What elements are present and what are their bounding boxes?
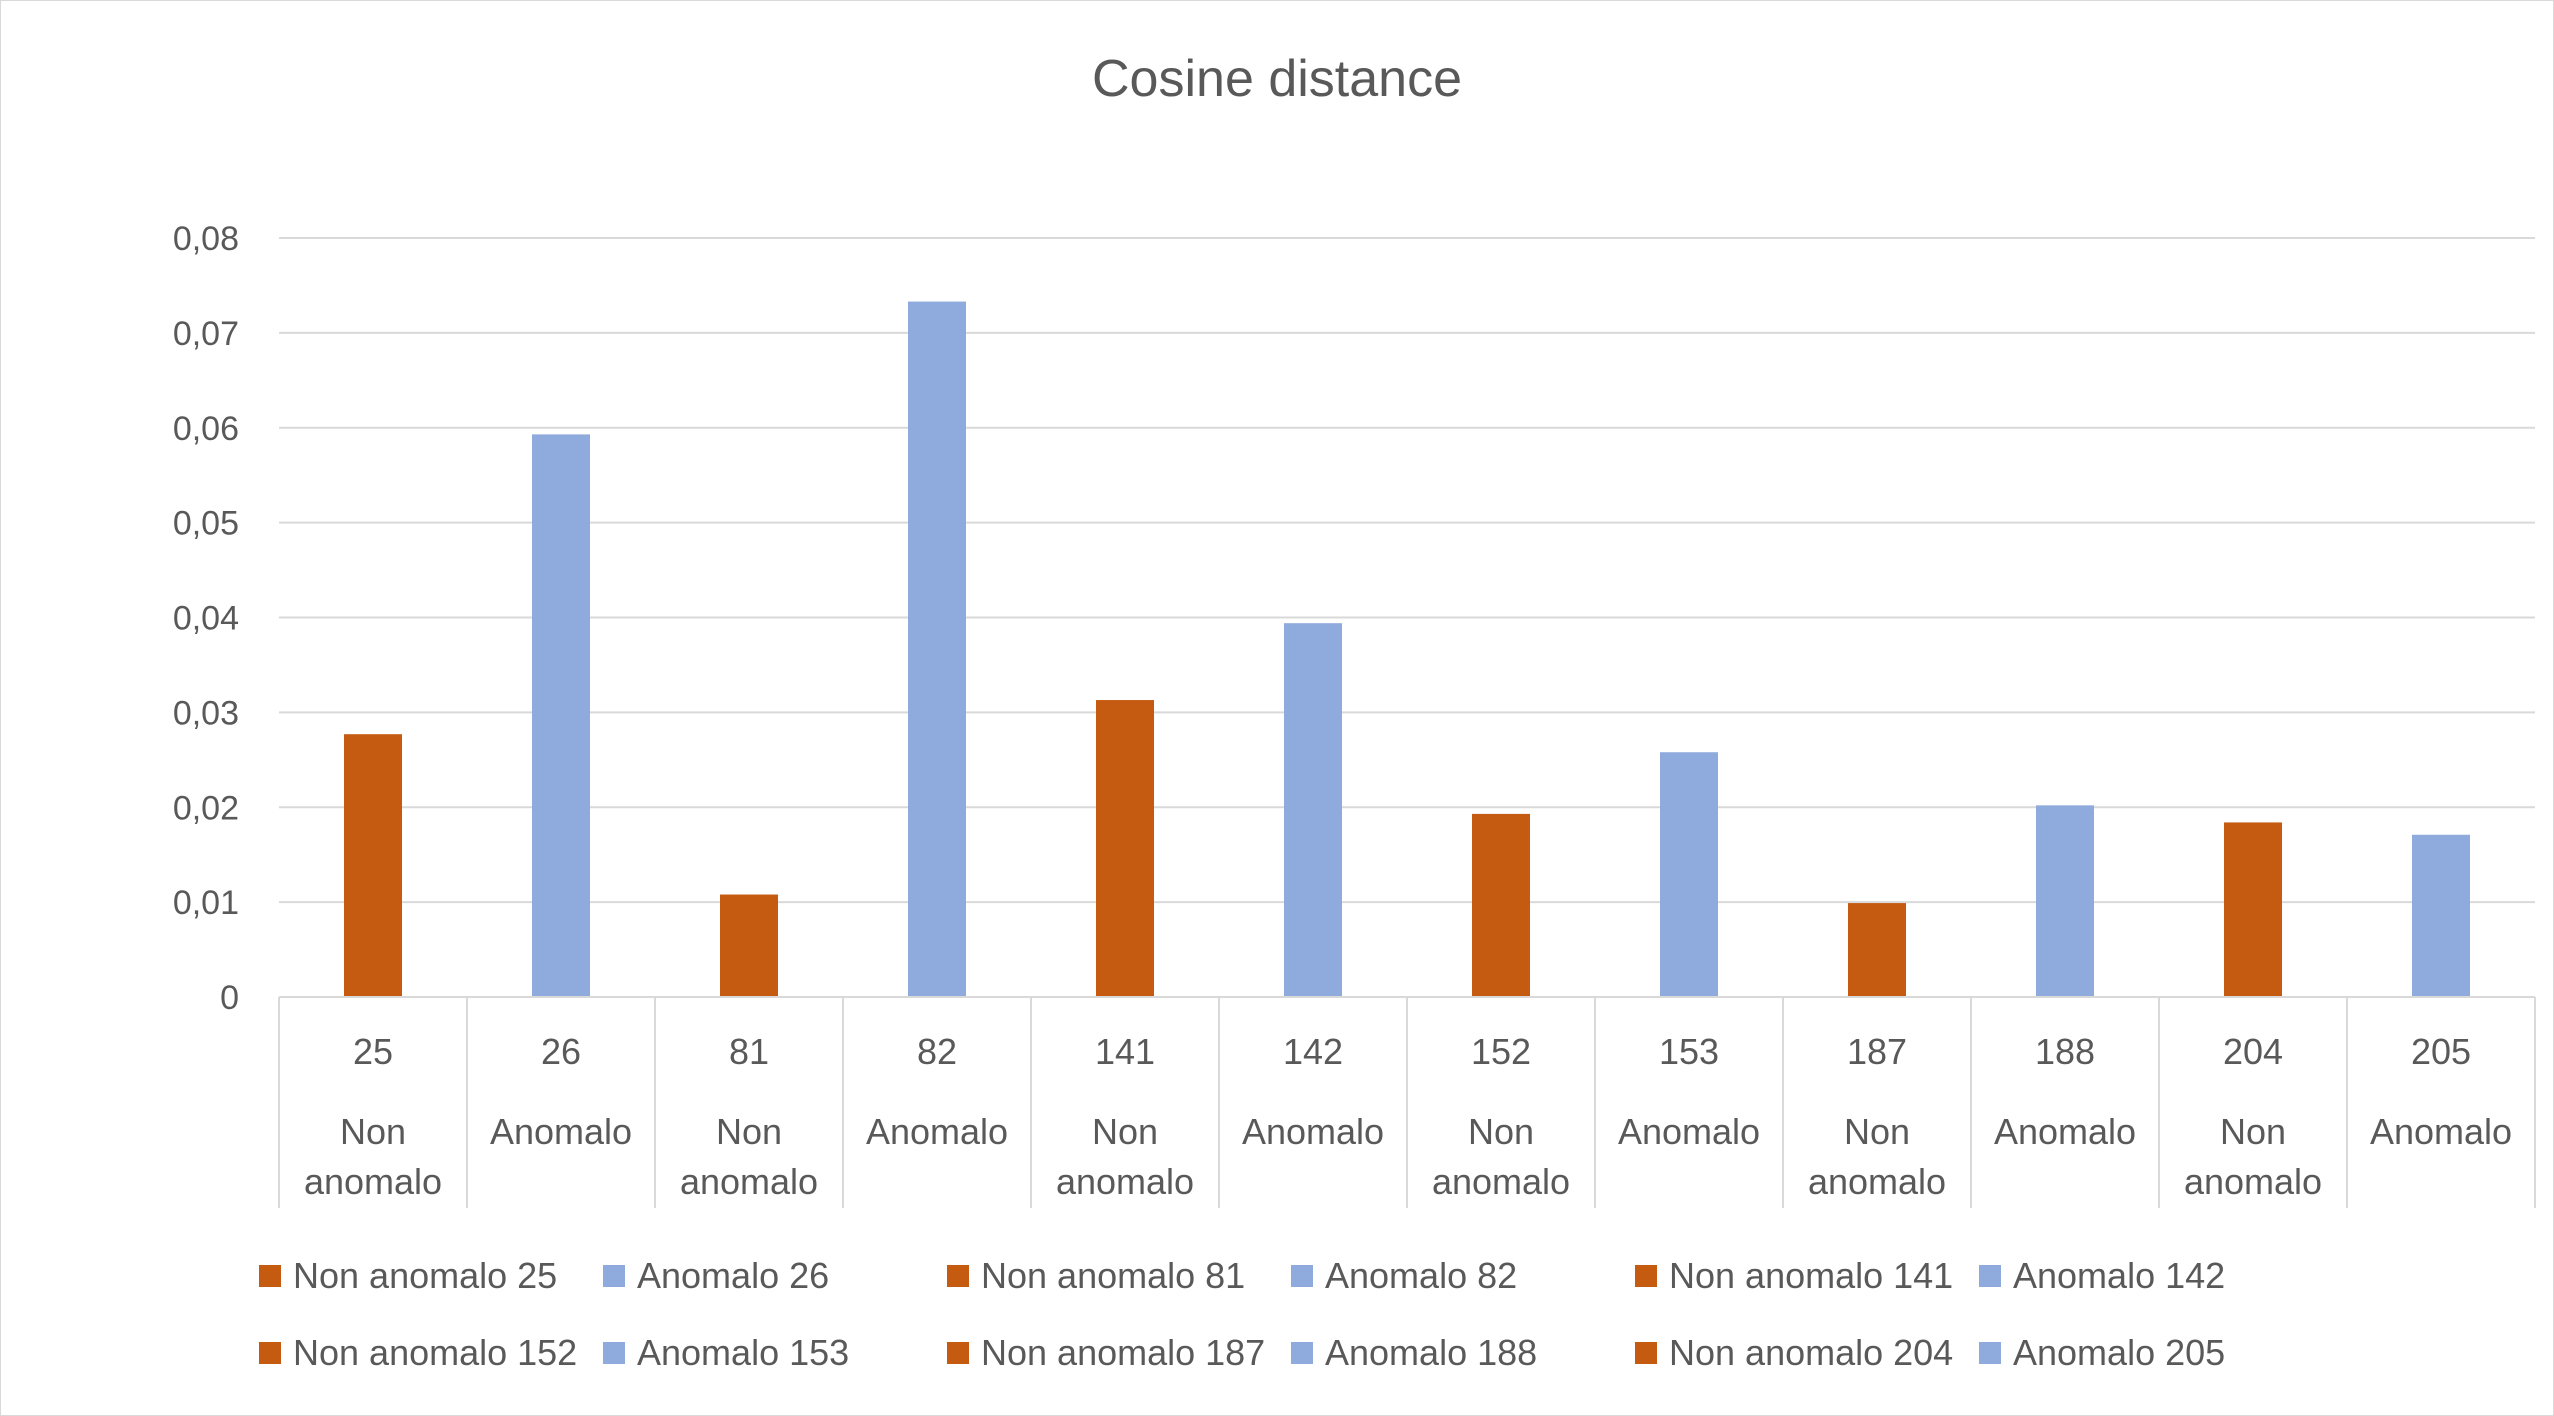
- y-tick-label: 0,01: [173, 884, 239, 922]
- y-tick-label: 0,04: [173, 600, 239, 638]
- x-tick-label: 81: [729, 1031, 769, 1072]
- legend-item: Anomalo 26: [637, 1255, 829, 1296]
- legend-item: Anomalo 153: [637, 1332, 849, 1373]
- legend: Non anomalo 25 Anomalo 26 Non anomalo 81 An…: [259, 1255, 2225, 1373]
- x-tick-label: 187: [1847, 1031, 1907, 1072]
- bar-81: [720, 894, 778, 997]
- x-tick-label: 82: [917, 1031, 957, 1072]
- legend-item: Anomalo 142: [2013, 1255, 2225, 1296]
- bar-82: [908, 301, 966, 997]
- x-group-label: Anomalo: [490, 1111, 632, 1152]
- x-group-label: anomalo: [2184, 1161, 2322, 1202]
- y-tick-label: 0,07: [173, 315, 239, 353]
- legend-item: Non anomalo 81: [981, 1255, 1245, 1296]
- legend-swatch: [603, 1265, 625, 1287]
- x-group-label: Anomalo: [1994, 1111, 2136, 1152]
- y-tick-label: 0: [220, 979, 239, 1017]
- x-group-label: Anomalo: [1618, 1111, 1760, 1152]
- chart-title: Cosine distance: [1092, 50, 1462, 108]
- x-tick-label: 205: [2411, 1031, 2471, 1072]
- bar-26: [532, 434, 590, 997]
- legend-swatch: [259, 1265, 281, 1287]
- legend-swatch: [947, 1265, 969, 1287]
- x-group-label: Non: [1468, 1111, 1534, 1152]
- legend-item: Anomalo 188: [1325, 1332, 1537, 1373]
- legend-swatch: [1979, 1265, 2001, 1287]
- bar-141: [1096, 700, 1154, 997]
- x-tick-label: 188: [2035, 1031, 2095, 1072]
- legend-swatch: [259, 1342, 281, 1364]
- x-tick-label: 152: [1471, 1031, 1531, 1072]
- gridlines: [279, 237, 2535, 904]
- y-tick-label: 0,08: [173, 220, 239, 258]
- x-group-label: anomalo: [304, 1161, 442, 1202]
- bar-188: [2036, 805, 2094, 997]
- legend-swatch: [1635, 1265, 1657, 1287]
- x-group-label: anomalo: [1056, 1161, 1194, 1202]
- legend-item: Anomalo 82: [1325, 1255, 1517, 1296]
- y-tick-label: 0,06: [173, 410, 239, 448]
- legend-swatch: [1979, 1342, 2001, 1364]
- legend-swatch: [1635, 1342, 1657, 1364]
- x-group-label: anomalo: [1808, 1161, 1946, 1202]
- x-group-label: anomalo: [1432, 1161, 1570, 1202]
- x-tick-label: 26: [541, 1031, 581, 1072]
- legend-swatch: [947, 1342, 969, 1364]
- bar-152: [1472, 813, 1530, 997]
- legend-item: Anomalo 205: [2013, 1332, 2225, 1373]
- x-tick-label: 204: [2223, 1031, 2283, 1072]
- legend-item: Non anomalo 152: [293, 1332, 577, 1373]
- y-tick-label: 0,05: [173, 505, 239, 543]
- bars: [344, 301, 2470, 997]
- x-group-label: Non: [1844, 1111, 1910, 1152]
- x-tick-label: 142: [1283, 1031, 1343, 1072]
- bar-205: [2412, 834, 2470, 997]
- bar-204: [2224, 822, 2282, 997]
- x-group-label: Anomalo: [1242, 1111, 1384, 1152]
- x-tick-label: 153: [1659, 1031, 1719, 1072]
- y-axis-ticks: 0 0,01 0,02 0,03 0,04 0,05 0,06 0,07 0,08: [173, 220, 239, 1017]
- bar-142: [1284, 623, 1342, 997]
- legend-swatch: [1291, 1265, 1313, 1287]
- x-group-label: Anomalo: [2370, 1111, 2512, 1152]
- legend-swatch: [603, 1342, 625, 1364]
- legend-item: Non anomalo 141: [1669, 1255, 1953, 1296]
- bar-25: [344, 734, 402, 997]
- y-tick-label: 0,03: [173, 694, 239, 732]
- bar-187: [1848, 903, 1906, 997]
- x-tick-label: 25: [353, 1031, 393, 1072]
- legend-item: Non anomalo 187: [981, 1332, 1265, 1373]
- x-group-label: Non: [716, 1111, 782, 1152]
- y-tick-label: 0,02: [173, 789, 239, 827]
- x-group-label: Non: [1092, 1111, 1158, 1152]
- x-group-label: anomalo: [680, 1161, 818, 1202]
- legend-swatch: [1291, 1342, 1313, 1364]
- legend-item: Non anomalo 25: [293, 1255, 557, 1296]
- legend-item: Non anomalo 204: [1669, 1332, 1953, 1373]
- bar-153: [1660, 752, 1718, 997]
- x-group-label: Non: [340, 1111, 406, 1152]
- x-group-label: Non: [2220, 1111, 2286, 1152]
- x-axis: 25 Non anomalo 26 Anomalo 81 Non anomalo 82 Anoma…: [278, 996, 2536, 1208]
- x-tick-label: 141: [1095, 1031, 1155, 1072]
- x-group-label: Anomalo: [866, 1111, 1008, 1152]
